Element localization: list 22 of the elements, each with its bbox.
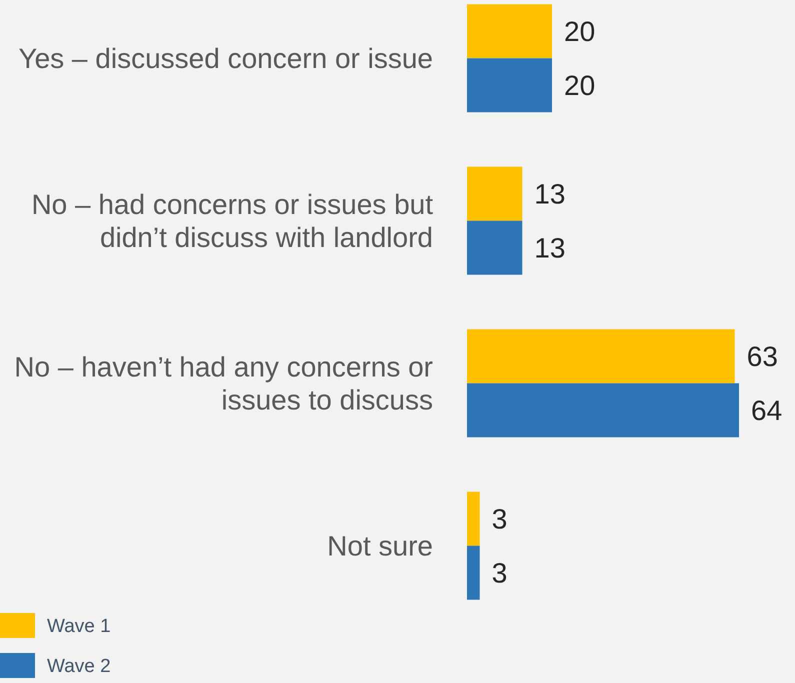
data-label: 20 <box>564 16 596 48</box>
y-tick-label: Yes – discussed concern or issue <box>18 43 433 74</box>
y-tick-label: No – haven’t had any concerns or issues to discuss <box>14 352 433 416</box>
bar <box>467 166 522 221</box>
data-label: 64 <box>751 395 782 426</box>
bar <box>467 58 552 112</box>
y-tick-label: Not sure <box>327 530 433 562</box>
data-label: 20 <box>564 70 596 102</box>
y-tick-label: No – had concerns or issues but didn’t discuss with landlord <box>31 189 434 254</box>
data-label: 13 <box>534 232 566 264</box>
legend-label: Wave 1 <box>47 616 111 638</box>
data-label: 13 <box>534 178 566 210</box>
bar <box>467 4 552 58</box>
bar <box>467 220 522 275</box>
bar <box>467 383 739 438</box>
data-label: 63 <box>746 341 778 372</box>
legend-label: Wave 2 <box>47 656 111 678</box>
data-label: 3 <box>492 558 508 589</box>
bar <box>467 546 480 600</box>
bar <box>467 492 480 546</box>
data-label: 3 <box>492 504 508 535</box>
bar <box>467 329 735 384</box>
